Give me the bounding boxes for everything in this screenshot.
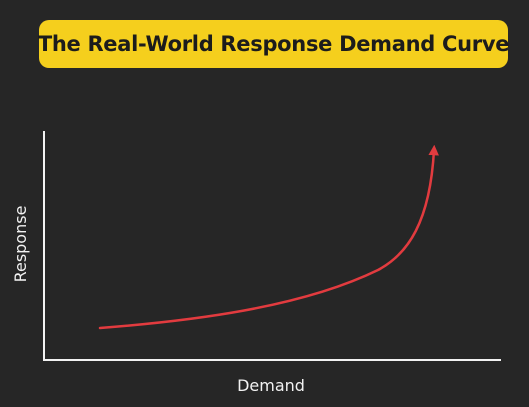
title-banner: The Real-World Response Demand Curve [37, 20, 510, 68]
y-axis-label: Response [11, 206, 30, 283]
diagram-title: The Real-World Response Demand Curve [37, 32, 510, 56]
x-axis-label: Demand [237, 376, 305, 395]
demand-curve [98, 144, 439, 330]
